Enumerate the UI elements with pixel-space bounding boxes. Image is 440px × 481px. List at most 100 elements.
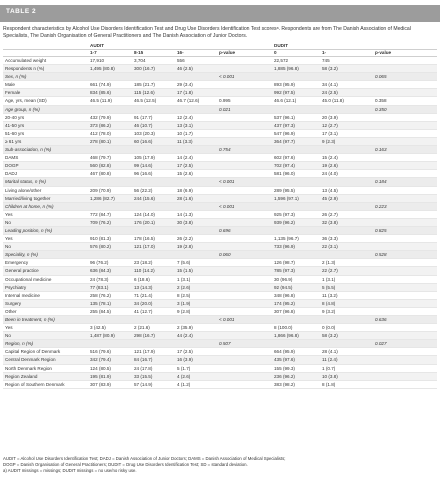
table-cell [373, 186, 437, 195]
table-cell [175, 177, 217, 187]
section-header-row: Age group, n (%) 0.021 0.350 [3, 105, 437, 114]
table-row: General practice 636 (84.3) 110 (14.2) 15 (… [3, 266, 437, 276]
table-row: DADJ 467 (80.8) 96 (16.6) 15 (2.6) 581 (96.0… [3, 169, 437, 179]
table-row: 51-60 yrs 412 (78.0) 103 (20.3) 10 (1.7) 547… [3, 129, 437, 138]
table-row: No 576 (80.2) 121 (17.0) 19 (2.8) 733 (96.9)… [3, 242, 437, 252]
table-cell: 126 (98.7) [272, 258, 320, 268]
table-cell [373, 218, 437, 227]
table-cell: 4 (1.2) [175, 380, 217, 389]
table-cell: 17 (1.8) [175, 88, 217, 98]
table-cell: 56 (22.2) [132, 186, 175, 195]
table-cell: 0.696 [217, 226, 272, 236]
table-cell: 1,866 (96.8) [272, 331, 320, 341]
table-cell [132, 202, 175, 211]
table-cell [217, 80, 272, 90]
table-cell: 992 (97.5) [272, 88, 320, 98]
table-cell [320, 72, 373, 82]
table-cell: 0.350 [373, 105, 437, 114]
table-cell: 14 (2.4) [175, 153, 217, 163]
column-header: p-value [217, 49, 272, 57]
table-cell: 17 (3.1) [320, 129, 373, 138]
table-cell [373, 121, 437, 130]
table-cell [320, 250, 373, 260]
table-banner: TABLE 2 [0, 5, 440, 22]
table-label: TABLE 2 [6, 8, 37, 15]
table-cell: 1,135 (96.7) [272, 234, 320, 244]
table-cell [132, 177, 175, 187]
table-row: Yes 910 (81.3) 178 (16.5) 26 (2.2) 1,135 (96… [3, 234, 437, 244]
table-cell [320, 177, 373, 187]
section-header-row: Leading position, n (%) 0.696 0.825 [3, 226, 437, 236]
table-cell [217, 242, 272, 252]
table-cell: 278 (80.1) [88, 137, 132, 147]
table-cell: 96 (76.2) [88, 258, 132, 268]
table-cell: 307 (96.8) [272, 307, 320, 317]
table-cell: 14 (1.3) [175, 210, 217, 219]
table-cell [132, 315, 175, 325]
row-label: 20-40 yrs [3, 113, 88, 122]
table-cell: 412 (78.0) [88, 129, 132, 138]
table-cell [320, 145, 373, 155]
table-cell [272, 105, 320, 114]
table-cell [373, 331, 437, 341]
table-cell: 9 (2.3) [320, 137, 373, 147]
table-cell [272, 72, 320, 82]
table-cell [175, 72, 217, 82]
row-label: Age, yrs, mean (SD) [3, 96, 88, 106]
row-label: Yes [3, 234, 88, 244]
row-label: Married/living together [3, 194, 88, 203]
table-cell: 8 (4.8) [320, 299, 373, 308]
row-label: DOGP [3, 161, 88, 171]
table-row: ≥ 61 yrs 278 (80.1) 60 (16.6) 11 (3.3) 364 (… [3, 137, 437, 147]
table-cell [373, 56, 437, 66]
table-cell: 22 (3.1) [320, 242, 373, 252]
row-label: Psychiatry [3, 283, 88, 292]
table-cell: 84 (16.7) [132, 355, 175, 365]
footnote: DOGP = Danish Organisation of General Pr… [3, 462, 248, 467]
table-cell: 10 (1.7) [175, 129, 217, 138]
table-cell: 467 (80.8) [88, 169, 132, 179]
column-header: 16- [175, 49, 217, 57]
table-cell [373, 275, 437, 284]
row-label: Emergency [3, 258, 88, 268]
table-cell: 0.223 [373, 202, 437, 211]
table-row: Yes 3 (42.5) 2 (21.6) 2 (35.9) 8 (100.0) 0 (0… [3, 323, 437, 333]
table-cell [373, 242, 437, 252]
table-cell: 307 (83.9) [88, 380, 132, 389]
row-label: Region Zealand [3, 372, 88, 381]
table-row: Married/living together 1,286 (82.7) 244 (… [3, 194, 437, 203]
table-cell [373, 210, 437, 219]
table-cell [132, 145, 175, 155]
table-row: Male 661 (74.9) 185 (21.7) 29 (3.4) 893 (95.… [3, 80, 437, 90]
table-cell: 0.027 [373, 339, 437, 349]
table-cell: 3,704 [132, 56, 175, 66]
row-label: Yes [3, 210, 88, 219]
table-cell: < 0.001 [217, 315, 272, 325]
table-cell: 30 (96.9) [272, 275, 320, 284]
table-cell: 13 (14.3) [132, 283, 175, 292]
table-row: Other 255 (84.5) 41 (12.7) 9 (2.8) 307 (96.8… [3, 307, 437, 317]
table-row: DAMS 468 (79.7) 105 (17.9) 14 (2.4) 602 (97.… [3, 153, 437, 163]
table-cell: 24 (78.3) [88, 275, 132, 284]
table-cell: 30 (3.8) [175, 218, 217, 227]
footnote: a) AUDIT missings = missings; DUDIT miss… [3, 468, 137, 473]
table-cell: 103 (20.3) [132, 129, 175, 138]
table-cell: 99 (14.6) [132, 161, 175, 171]
table-cell: 105 (17.9) [132, 153, 175, 163]
table-cell: 939 (96.2) [272, 218, 320, 227]
table-cell [373, 364, 437, 373]
table-cell: 0 (0.0) [320, 323, 373, 333]
table-cell: 0.995 [217, 96, 272, 106]
table-cell [217, 355, 272, 365]
table-cell [217, 186, 272, 195]
table-cell [217, 153, 272, 163]
table-cell: 13 (3.1) [175, 121, 217, 130]
group-header-dudit: DUDIT [272, 43, 320, 50]
row-label: Occupational medicine [3, 275, 88, 284]
table-row: North Denmark Region 124 (80.5) 24 (17.8) 5… [3, 364, 437, 373]
table-cell [217, 372, 272, 381]
table-cell [217, 210, 272, 219]
table-cell [373, 64, 437, 74]
row-label: Children at home, n (%) [3, 202, 88, 211]
section-header-row: Speciality, n (%) 0.060 0.528 [3, 250, 437, 260]
